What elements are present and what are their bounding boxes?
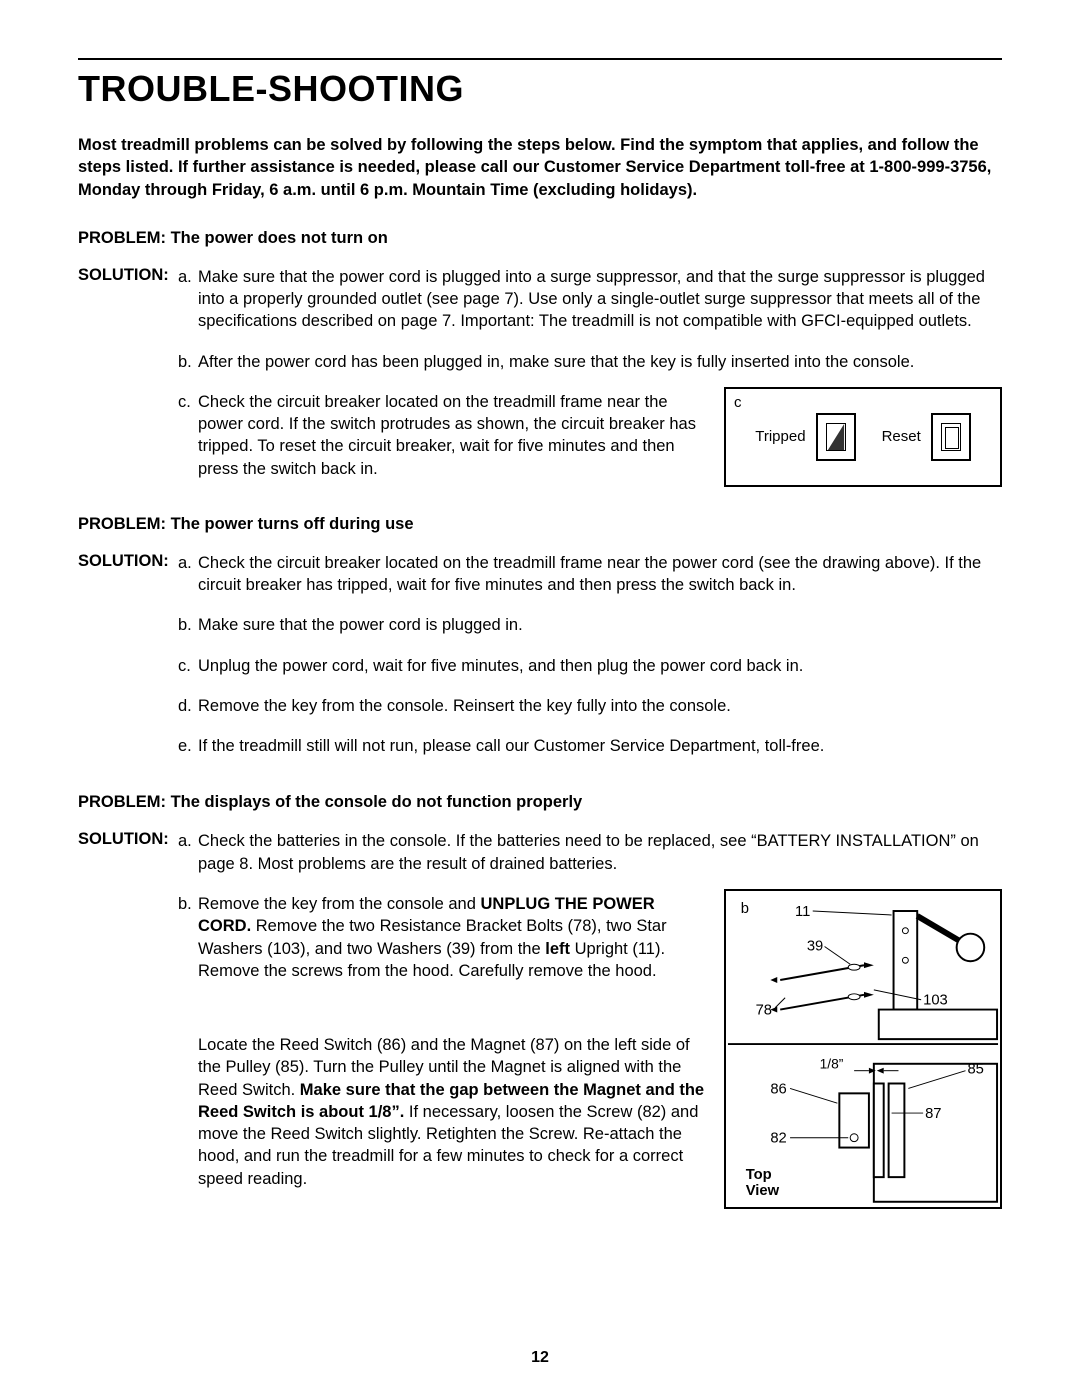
item-letter: c. [178, 391, 198, 487]
problem-prefix: PROBLEM: [78, 793, 166, 811]
fig-b-39: 39 [807, 938, 823, 954]
solution-2: SOLUTION: a. Check the circuit breaker l… [78, 552, 1002, 776]
problem-1-title: The power does not turn on [171, 229, 388, 247]
item-letter: b. [178, 614, 198, 636]
solution-2d: d. Remove the key from the console. Rein… [178, 695, 1002, 717]
fig-b-82: 82 [770, 1131, 786, 1147]
solution-1a-text: Make sure that the power cord is plugged… [198, 266, 1002, 333]
solution-prefix: SOLUTION: [78, 552, 178, 571]
problem-prefix: PROBLEM: [78, 515, 166, 533]
solution-3-list: a. Check the batteries in the console. I… [178, 830, 1002, 1237]
figure-b-svg: b 11 39 78 103 [726, 891, 1000, 1207]
fig-b-86: 86 [770, 1081, 786, 1097]
intro-paragraph: Most treadmill problems can be solved by… [78, 134, 1002, 201]
problem-3-heading: PROBLEM: The displays of the console do … [78, 793, 1002, 812]
solution-3a-text: Check the batteries in the console. If t… [198, 830, 1002, 875]
solution-2c-text: Unplug the power cord, wait for five min… [198, 655, 1002, 677]
figure-c-tag: c [734, 393, 742, 413]
solution-3: SOLUTION: a. Check the batteries in the … [78, 830, 1002, 1237]
page-number: 12 [0, 1349, 1080, 1367]
fig-b-11: 11 [795, 904, 810, 920]
solution-2a: a. Check the circuit breaker located on … [178, 552, 1002, 597]
figure-c-breaker: c Tripped Reset [724, 387, 1002, 487]
svg-text:b: b [741, 901, 749, 917]
solution-2e-text: If the treadmill still will not run, ple… [198, 735, 1002, 757]
breaker-reset-icon [931, 413, 971, 461]
item-letter: b. [178, 893, 198, 1209]
solution-1-list: a. Make sure that the power cord is plug… [178, 266, 1002, 497]
item-letter: a. [178, 830, 198, 875]
solution-prefix: SOLUTION: [78, 830, 178, 849]
solution-3b: b. Remove the key from the console and U… [178, 893, 1002, 1209]
solution-2d-text: Remove the key from the console. Reinser… [198, 695, 1002, 717]
fig-b-85: 85 [967, 1062, 983, 1078]
item-letter: a. [178, 552, 198, 597]
bold-span: left [545, 940, 570, 958]
solution-2b-text: Make sure that the power cord is plugged… [198, 614, 1002, 636]
text-span: Remove the key from the console and [198, 895, 480, 913]
item-letter: c. [178, 655, 198, 677]
page: TROUBLE-SHOOTING Most treadmill problems… [0, 0, 1080, 1397]
fig-b-103: 103 [923, 993, 948, 1009]
figure-c-reset-label: Reset [882, 427, 921, 447]
breaker-tripped-icon [816, 413, 856, 461]
solution-1b: b. After the power cord has been plugged… [178, 351, 1002, 373]
fig-b-78: 78 [756, 1002, 772, 1018]
item-letter: a. [178, 266, 198, 333]
solution-prefix: SOLUTION: [78, 266, 178, 285]
problem-2-title: The power turns off during use [171, 515, 414, 533]
problem-prefix: PROBLEM: [78, 229, 166, 247]
solution-3b-para1: Remove the key from the console and UNPL… [198, 893, 706, 982]
solution-1c: c. Check the circuit breaker located on … [178, 391, 1002, 487]
fig-b-87: 87 [925, 1106, 941, 1122]
solution-2b: b. Make sure that the power cord is plug… [178, 614, 1002, 636]
item-letter: d. [178, 695, 198, 717]
solution-1b-text: After the power cord has been plugged in… [198, 351, 1002, 373]
page-title: TROUBLE-SHOOTING [78, 68, 1002, 110]
fig-b-top: Top [746, 1167, 772, 1183]
item-letter: b. [178, 351, 198, 373]
solution-2e: e. If the treadmill still will not run, … [178, 735, 1002, 757]
solution-2-list: a. Check the circuit breaker located on … [178, 552, 1002, 776]
figure-c-tripped-label: Tripped [755, 427, 805, 447]
problem-2-heading: PROBLEM: The power turns off during use [78, 515, 1002, 534]
solution-2a-text: Check the circuit breaker located on the… [198, 552, 1002, 597]
solution-3a: a. Check the batteries in the console. I… [178, 830, 1002, 875]
horizontal-rule [78, 58, 1002, 60]
item-letter: e. [178, 735, 198, 757]
fig-b-gap: 1/8” [820, 1057, 844, 1072]
solution-1a: a. Make sure that the power cord is plug… [178, 266, 1002, 333]
problem-3-title: The displays of the console do not funct… [171, 793, 583, 811]
solution-2c: c. Unplug the power cord, wait for five … [178, 655, 1002, 677]
figure-b-diagram: b 11 39 78 103 [724, 889, 1002, 1209]
problem-1-heading: PROBLEM: The power does not turn on [78, 229, 1002, 248]
solution-3b-para2: Locate the Reed Switch (86) and the Magn… [198, 1034, 706, 1190]
solution-1: SOLUTION: a. Make sure that the power co… [78, 266, 1002, 497]
fig-b-view: View [746, 1183, 780, 1199]
solution-1c-text: Check the circuit breaker located on the… [198, 391, 706, 480]
